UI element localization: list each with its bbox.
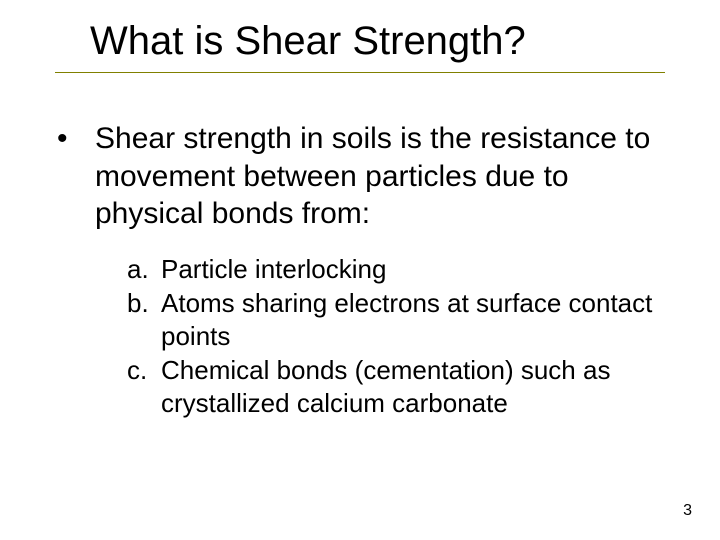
slide-title: What is Shear Strength?	[90, 18, 650, 64]
sub-marker: c.	[127, 354, 161, 387]
sub-marker: b.	[127, 287, 161, 320]
sub-list: a. Particle interlocking b. Atoms sharin…	[127, 253, 665, 420]
title-container: What is Shear Strength?	[90, 18, 650, 64]
bullet-marker: •	[55, 120, 95, 158]
sub-text: Particle interlocking	[161, 253, 665, 286]
sub-item: c. Chemical bonds (cementation) such as …	[127, 354, 665, 419]
sub-marker: a.	[127, 253, 161, 286]
sub-text: Atoms sharing electrons at surface conta…	[161, 287, 665, 352]
sub-text: Chemical bonds (cementation) such as cry…	[161, 354, 665, 419]
title-underline	[55, 72, 665, 73]
bullet-item: • Shear strength in soils is the resista…	[55, 120, 665, 233]
slide: What is Shear Strength? • Shear strength…	[0, 0, 720, 540]
sub-item: a. Particle interlocking	[127, 253, 665, 286]
page-number: 3	[683, 502, 692, 520]
body-content: • Shear strength in soils is the resista…	[55, 120, 665, 421]
bullet-text: Shear strength in soils is the resistanc…	[95, 120, 665, 233]
sub-item: b. Atoms sharing electrons at surface co…	[127, 287, 665, 352]
